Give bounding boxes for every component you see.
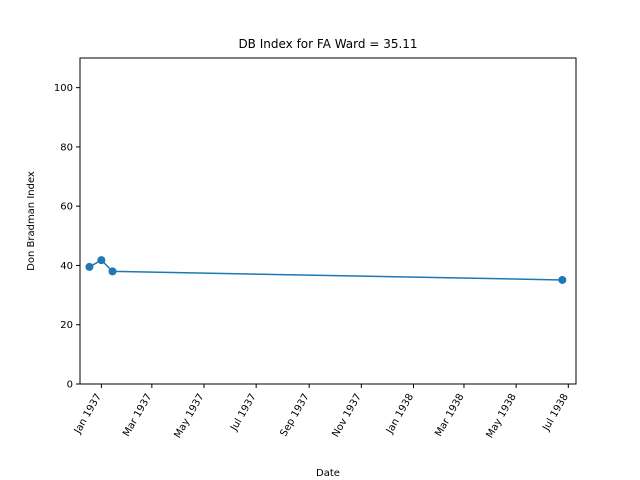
x-tick-label: Jan 1938 <box>384 392 416 437</box>
y-tick-label: 0 <box>67 380 73 391</box>
chart-title: DB Index for FA Ward = 35.11 <box>238 37 417 51</box>
x-tick-label: Sep 1937 <box>279 392 312 439</box>
y-tick-label: 60 <box>60 202 73 213</box>
x-axis-label: Date <box>316 468 340 479</box>
x-tick-label: Jan 1937 <box>72 392 104 437</box>
series-layer <box>85 256 567 284</box>
x-tick-label: Jul 1937 <box>228 392 258 434</box>
y-tick-label: 100 <box>54 83 73 94</box>
x-axis: Jan 1937 Mar 1937 May 1937 Jul 1937 Sep 1937… <box>72 384 571 440</box>
x-tick-label: May 1938 <box>485 392 519 440</box>
y-tick-label: 40 <box>60 261 73 272</box>
y-tick-label: 20 <box>60 320 73 331</box>
data-point <box>85 262 94 271</box>
series-line <box>89 259 563 281</box>
x-tick-label: Mar 1937 <box>121 392 154 439</box>
y-axis: 0 20 40 60 80 100 <box>54 83 80 391</box>
y-axis-label: Don Bradman Index <box>26 171 37 271</box>
x-tick-label: Mar 1938 <box>433 392 466 439</box>
y-tick-label: 80 <box>60 142 73 153</box>
plot-area <box>79 57 577 385</box>
data-point <box>97 256 106 265</box>
data-point <box>108 267 117 276</box>
data-point <box>558 275 567 284</box>
x-tick-label: Jul 1938 <box>541 392 571 434</box>
x-tick-label: May 1937 <box>172 392 206 440</box>
x-tick-label: Nov 1937 <box>330 392 364 439</box>
